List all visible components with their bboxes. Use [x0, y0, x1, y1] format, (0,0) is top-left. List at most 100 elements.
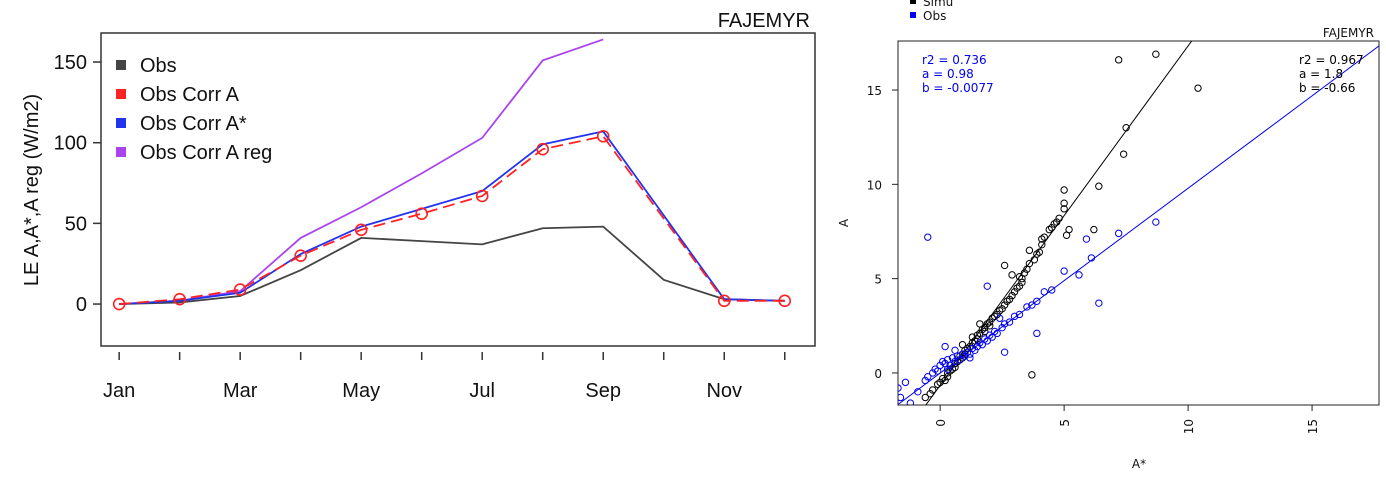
scatter-point-simu — [1035, 248, 1044, 256]
scatter-point-obs — [941, 342, 949, 351]
scatter-point-obs — [948, 354, 957, 362]
right-y-tick-label: 15 — [867, 84, 882, 98]
scatter-point-simu — [993, 310, 1001, 319]
right-y-tick-label: 10 — [867, 178, 882, 192]
scatter-point-simu — [1025, 259, 1034, 268]
scatter-point-simu — [1028, 371, 1036, 379]
legend-label: Obs Corr A reg — [140, 142, 272, 164]
scatter-point-simu — [926, 389, 934, 398]
scatter-point-simu — [943, 369, 952, 377]
scatter-point-obs — [901, 378, 910, 387]
scatter-point-simu — [1055, 214, 1063, 222]
right-y-tick-label: 0 — [874, 367, 882, 381]
scatter-point-obs — [943, 365, 952, 373]
scatter-point-obs — [906, 399, 915, 405]
stats-simu-line: a = 1.8 — [1299, 67, 1343, 81]
scatter-point-simu — [1025, 246, 1034, 255]
scatter-point-obs — [1023, 303, 1031, 311]
series-line-obs-corr-a-reg — [119, 38, 604, 305]
legend-label: Obs Corr A* — [140, 113, 247, 135]
scatter-point-obs — [1028, 301, 1036, 309]
scatter-point-obs — [981, 335, 989, 343]
stats-obs-line: r2 = 0.736 — [922, 53, 987, 67]
scatter-point-simu — [1008, 271, 1016, 279]
scatter-point-simu — [968, 333, 977, 341]
series-point-obs-corr-a — [717, 294, 731, 308]
scatter-point-simu — [1060, 205, 1068, 213]
scatter-point-obs — [986, 331, 994, 339]
scatter-point-simu — [1000, 301, 1009, 309]
left-line-chart: FAJEMYR LE A,A*,A reg (W/m2) 0 50 100 150 J… — [21, 10, 816, 402]
scatter-point-simu — [1008, 291, 1016, 300]
legend-swatch — [116, 89, 126, 99]
scatter-point-simu — [1033, 250, 1041, 258]
right-y-tick-label: 5 — [874, 273, 882, 287]
scatter-point-obs — [1082, 235, 1091, 243]
scatter-point-simu — [990, 312, 999, 321]
scatter-point-simu — [983, 320, 991, 328]
legend-label: Obs Corr A — [140, 84, 240, 106]
scatter-point-simu — [1038, 235, 1046, 243]
scatter-point-simu — [1114, 56, 1123, 64]
scatter-point-obs — [924, 373, 932, 381]
left-x-tick-label: May — [342, 380, 380, 402]
scatter-point-simu — [1050, 220, 1058, 228]
scatter-point-simu — [1152, 50, 1160, 58]
right-x-tick-label: 10 — [1182, 419, 1196, 434]
scatter-point-simu — [1060, 186, 1068, 194]
scatter-point-obs — [1114, 229, 1123, 238]
right-x-axis: 0 5 10 15 — [934, 405, 1320, 434]
scatter-point-simu — [1060, 199, 1068, 207]
series-point-obs-corr-a — [354, 223, 368, 237]
left-plot-frame — [100, 32, 816, 347]
scatter-point-simu — [1095, 182, 1103, 190]
scatter-point-simu — [981, 323, 989, 332]
scatter-point-obs — [1060, 267, 1068, 275]
left-x-tick-label: Nov — [706, 380, 742, 402]
scatter-point-obs — [966, 354, 974, 362]
scatter-point-simu — [968, 339, 977, 347]
scatter-point-simu — [1038, 240, 1046, 249]
left-y-axis-label: LE A,A*,A reg (W/m2) — [21, 94, 43, 286]
scatter-point-obs — [1095, 299, 1103, 307]
scatter-point-obs — [933, 367, 942, 375]
scatter-point-obs — [898, 384, 902, 392]
left-series-group — [112, 38, 792, 311]
scatter-point-simu — [1000, 261, 1009, 270]
scatter-point-obs — [938, 357, 947, 366]
scatter-point-obs — [921, 376, 929, 385]
scatter-point-simu — [998, 305, 1006, 313]
left-chart-title: FAJEMYR — [718, 10, 810, 32]
scatter-point-simu — [973, 331, 982, 339]
stats-obs-line: a = 0.98 — [922, 67, 974, 81]
series-point-obs-corr-a — [536, 142, 550, 156]
stats-simu-line: r2 = 0.967 — [1299, 53, 1364, 67]
stats-obs-line: b = -0.0077 — [922, 81, 994, 95]
series-point-obs-corr-a — [233, 283, 247, 296]
scatter-point-obs — [1040, 288, 1048, 296]
legend-swatch — [116, 147, 126, 157]
scatter-point-simu — [1003, 297, 1011, 305]
left-y-tick-label: 0 — [76, 294, 87, 316]
series-point-obs-corr-a — [596, 129, 610, 143]
scatter-point-obs — [1000, 348, 1009, 356]
left-y-tick-label: 50 — [65, 213, 87, 235]
scatter-point-obs — [971, 346, 979, 355]
fit-line-obs — [898, 45, 1379, 405]
legend-label: Obs — [140, 55, 177, 77]
scatter-point-obs — [1015, 310, 1024, 319]
scatter-point-simu — [1020, 269, 1029, 277]
left-x-tick-label: Jul — [469, 380, 495, 402]
scatter-point-simu — [1048, 224, 1056, 232]
scatter-point-simu — [976, 320, 984, 328]
scatter-point-simu — [1045, 225, 1053, 234]
scatter-point-simu — [958, 340, 967, 349]
scatter-point-obs — [995, 314, 1004, 322]
left-y-tick-label: 100 — [54, 133, 87, 155]
series-point-obs-corr-a — [778, 294, 792, 308]
scatter-point-simu — [986, 322, 994, 330]
scatter-point-simu — [1018, 278, 1026, 287]
scatter-point-simu — [1119, 150, 1128, 158]
scatter-point-simu — [1194, 84, 1202, 92]
scatter-point-obs — [1000, 320, 1009, 328]
